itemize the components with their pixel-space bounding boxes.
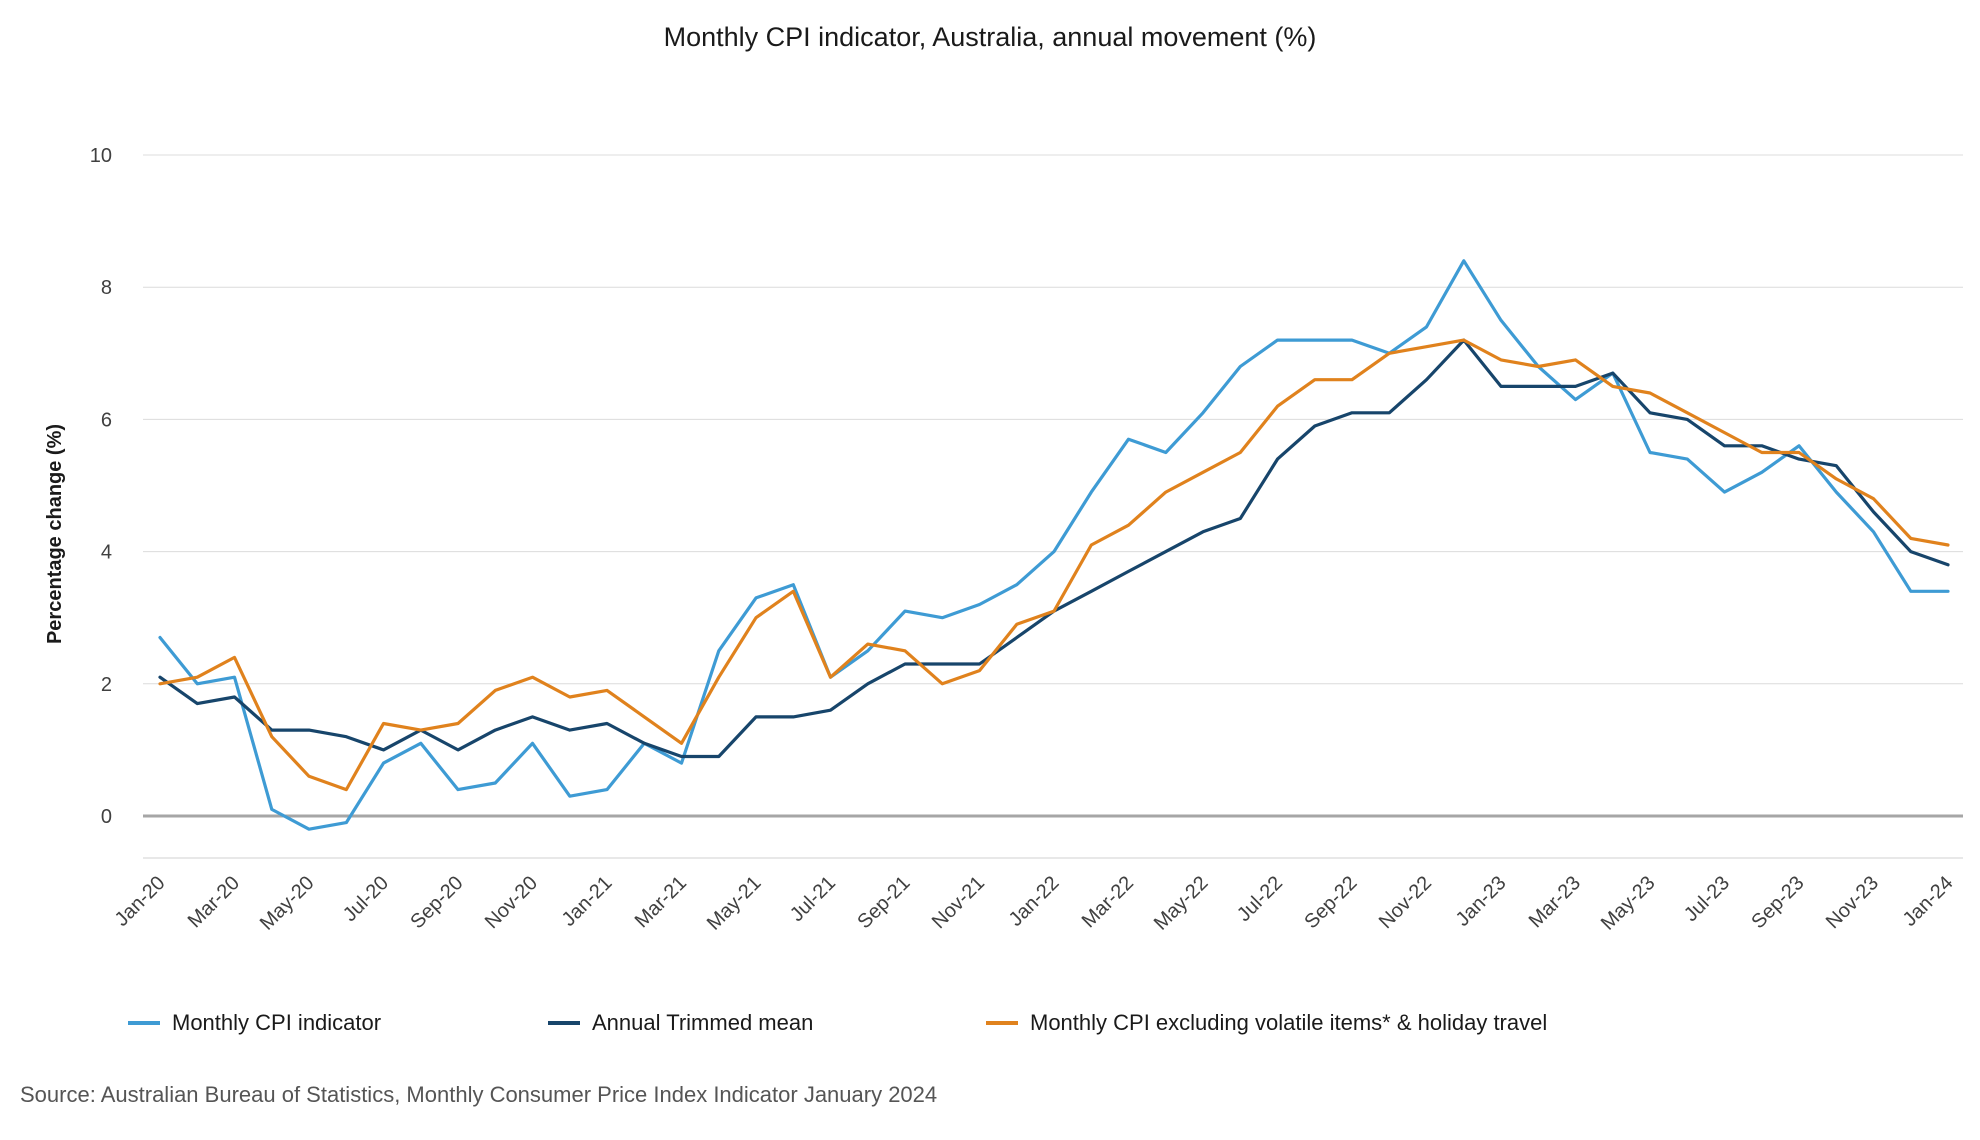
x-tick-label: Jul-23 [1680,872,1734,926]
legend-item-trimmed-mean[interactable]: Annual Trimmed mean [548,1010,813,1036]
x-tick-label: Nov-20 [481,872,542,933]
grid-lines [143,154,1963,818]
x-tick-label: May-23 [1597,872,1660,935]
legend-swatch-monthly-cpi [128,1021,160,1025]
y-tick-label: 2 [101,674,112,696]
x-tick-label: Jul-22 [1233,872,1287,926]
y-axis-title: Percentage change (%) [44,424,66,644]
legend: Monthly CPI indicator Annual Trimmed mea… [128,1010,1928,1040]
series-lines [158,259,1950,831]
x-tick-label: Sep-23 [1747,872,1808,933]
series-line-trimmed-mean [158,338,1950,759]
x-tick-label: Sep-22 [1300,872,1361,933]
legend-label-monthly-cpi: Monthly CPI indicator [172,1010,382,1035]
y-tick-label: 6 [101,409,112,431]
y-tick-label: 10 [90,145,112,167]
legend-label-trimmed-mean: Annual Trimmed mean [592,1010,814,1035]
legend-item-cpi-ex-volatile[interactable]: Monthly CPI excluding volatile items* & … [986,1010,1547,1036]
x-tick-label: May-21 [703,872,766,935]
x-tick-label: Mar-22 [1078,872,1138,932]
x-tick-label: Jan-22 [1005,872,1064,931]
x-tick-label: Nov-22 [1375,872,1436,933]
x-tick-label: May-22 [1150,872,1213,935]
y-tick-label: 4 [101,542,112,564]
x-tick-label: Mar-20 [184,872,244,932]
legend-swatch-trimmed-mean [548,1021,580,1025]
y-tick-label: 8 [101,277,112,299]
x-tick-label: Jan-24 [1899,872,1958,931]
legend-label-cpi-ex-volatile: Monthly CPI excluding volatile items* & … [1030,1010,1548,1035]
x-tick-label: Sep-21 [853,872,914,933]
x-tick-label: Mar-23 [1525,872,1585,932]
series-line-cpi-ex-volatile [158,338,1950,792]
x-tick-label: May-20 [256,872,319,935]
x-tick-label: Sep-20 [406,872,467,933]
x-axis: Jan-20 Mar-20 May-20 Jul-20 Sep-20 Nov-20 Jan-… [111,857,1963,935]
x-tick-label: Jan-23 [1452,872,1511,931]
legend-item-monthly-cpi[interactable]: Monthly CPI indicator [128,1010,381,1036]
x-tick-label: Nov-23 [1822,872,1883,933]
x-tick-label: Jan-20 [111,872,170,931]
x-tick-label: Mar-21 [631,872,691,932]
legend-swatch-cpi-ex-volatile [986,1021,1018,1025]
source-note: Source: Australian Bureau of Statistics,… [20,1082,938,1107]
y-tick-label: 0 [101,806,112,828]
y-axis: 0 2 4 6 8 10 [90,145,112,828]
x-tick-label: Nov-21 [928,872,989,933]
chart-title: Monthly CPI indicator, Australia, annual… [663,22,1317,52]
x-tick-label: Jan-21 [558,872,617,931]
series-line-monthly-cpi [158,259,1950,831]
x-tick-label: Jul-21 [786,872,840,926]
x-tick-label: Jul-20 [339,872,393,926]
